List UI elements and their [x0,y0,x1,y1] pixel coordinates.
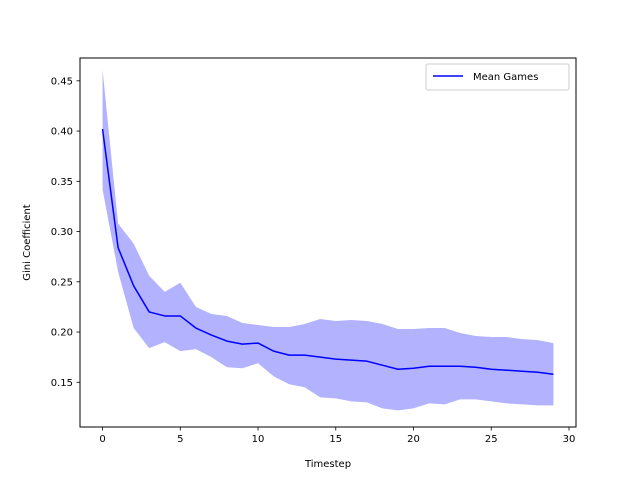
x-tick-label: 20 [407,434,420,445]
y-tick-label: 0.40 [51,127,73,138]
legend: Mean Games [425,63,570,91]
x-tick-label: 30 [563,434,576,445]
y-tick-label: 0.25 [51,277,73,288]
x-tick-label: 25 [485,434,498,445]
y-axis-label: Gini Coefficient [22,204,33,281]
y-tick-label: 0.30 [51,227,73,238]
legend-box [425,63,570,91]
axes-frame [79,57,577,428]
legend-label-mean-games: Mean Games [473,72,538,83]
y-tick-label: 0.45 [51,76,73,87]
y-tick-label: 0.15 [51,378,73,389]
x-tick-label: 5 [177,434,183,445]
series-line-mean-games [101,128,554,375]
x-axis-label: Timestep [304,459,351,470]
plot-area [101,69,554,411]
y-tick-label: 0.20 [51,328,73,339]
x-axis: 0 5 10 15 20 25 30 [99,427,575,445]
x-tick-label: 10 [252,434,265,445]
confidence-band-mean-games [102,69,554,411]
x-tick-label: 0 [99,434,105,445]
y-tick-label: 0.35 [51,177,73,188]
x-tick-label: 15 [329,434,342,445]
y-axis: 0.15 0.20 0.25 0.30 0.35 0.40 0.45 [51,76,80,389]
